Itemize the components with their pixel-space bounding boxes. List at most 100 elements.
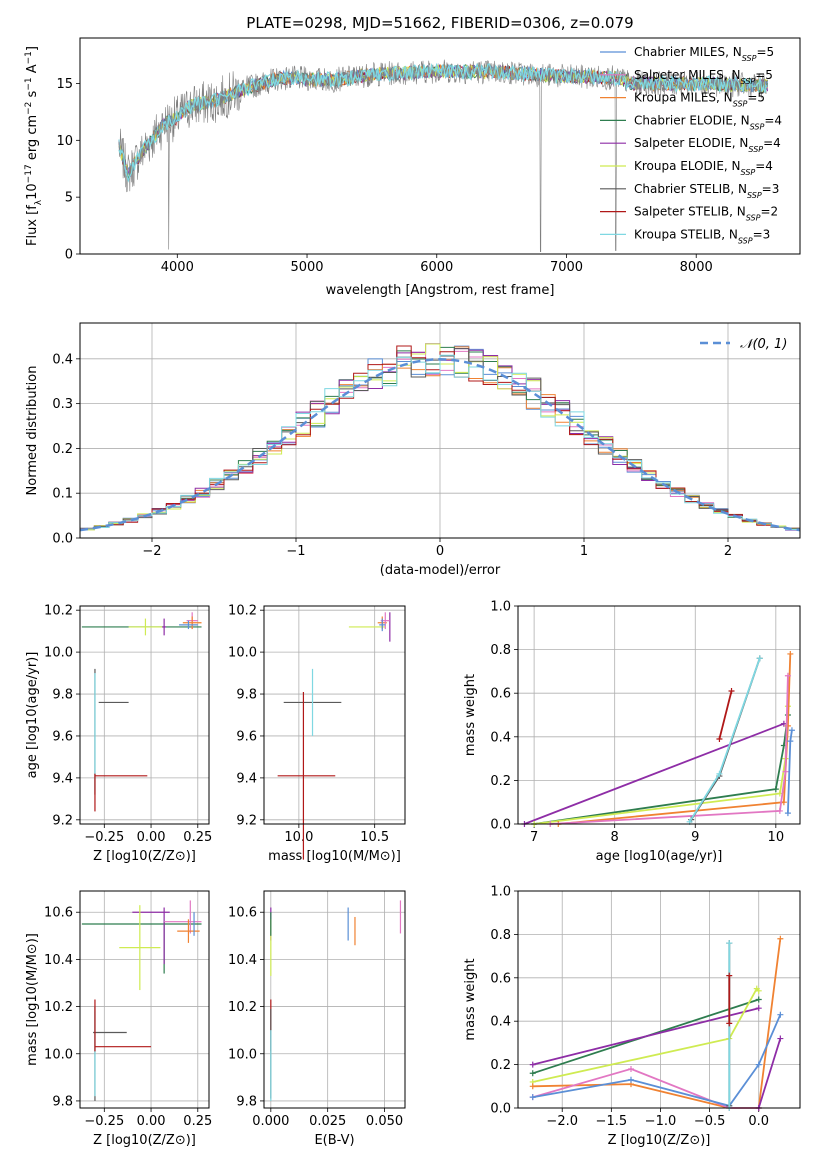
weight-marker xyxy=(627,1065,634,1072)
x-tick-label: 7000 xyxy=(550,260,583,275)
y-tick-label: 10.4 xyxy=(228,953,257,968)
y-tick-label: 9.4 xyxy=(52,771,73,786)
x-tick-label: −1 xyxy=(286,544,305,559)
weight-marker xyxy=(784,810,791,817)
y-tick-label: 10 xyxy=(56,134,73,149)
weight-marker xyxy=(756,655,763,662)
weight-marker xyxy=(787,738,794,745)
y-tick-label: 0.2 xyxy=(52,442,73,457)
legend-label: Kroupa STELIB, NSSP=3 xyxy=(634,227,770,245)
y-axis-label: age [log10(age/yr)] xyxy=(25,652,40,779)
legend-label: Kroupa MILES, NSSP=5 xyxy=(634,91,765,109)
figure-title: PLATE=0298, MJD=51662, FIBERID=0306, z=0… xyxy=(246,14,633,32)
x-tick-label: 0.00 xyxy=(137,1114,166,1129)
y-tick-label: 0.0 xyxy=(490,818,511,833)
x-axis-label: wavelength [Angstrom, rest frame] xyxy=(326,283,555,298)
spectrum-panel: 4000 5000 6000 7000 8000 0 5 10 15 Chabrier MILES… xyxy=(24,37,801,298)
x-tick-label: 0 xyxy=(436,544,444,559)
y-tick-label: 9.6 xyxy=(52,729,73,744)
x-tick-label: 8000 xyxy=(680,260,713,275)
x-tick-label: 5000 xyxy=(290,260,323,275)
weight-marker xyxy=(529,1070,536,1077)
y-tick-label: 10.2 xyxy=(44,1000,73,1015)
x-tick-label: 8 xyxy=(611,830,619,845)
weight-marker xyxy=(776,807,783,814)
plot-frame xyxy=(79,605,210,825)
plot-frame xyxy=(79,890,210,1109)
y-tick-label: 0.6 xyxy=(490,971,511,986)
y-axis-label: mass [log10(M/M⊙)] xyxy=(25,933,40,1066)
weight-marker xyxy=(529,1094,536,1101)
weight-line xyxy=(532,987,760,1083)
weight-marker xyxy=(784,672,791,679)
y-tick-label: 1.0 xyxy=(490,885,511,900)
legend-label: Salpeter ELODIE, NSSP=4 xyxy=(634,136,781,154)
y-axis-label: Flux [fλ10−17 erg cm−2 s−1 A−1] xyxy=(24,46,44,246)
y-tick-label: 0.1 xyxy=(52,487,73,502)
plot-frame xyxy=(79,322,801,539)
weight-line xyxy=(757,1038,782,1109)
x-tick-label: 9 xyxy=(691,830,699,845)
y-tick-label: 10.6 xyxy=(228,906,257,921)
weight-marker xyxy=(788,727,795,734)
y-tick-label: 10.0 xyxy=(44,1047,73,1062)
x-tick-label: 0.025 xyxy=(309,1114,346,1129)
weight-marker xyxy=(726,940,733,947)
age-vs-Z-panel: −0.25 0.00 0.25 9.2 9.4 9.6 9.8 10.0 10.2 Z [log1… xyxy=(25,604,212,864)
y-tick-label: 0.2 xyxy=(490,1058,511,1073)
y-axis-label: mass weight xyxy=(463,958,478,1040)
legend-label: 𝒩(0, 1) xyxy=(740,337,787,352)
y-tick-label: 9.2 xyxy=(236,813,257,828)
x-tick-label: 4000 xyxy=(161,260,194,275)
legend-label: Kroupa ELODIE, NSSP=4 xyxy=(634,159,773,177)
age-vs-mass-panel: 10.0 10.5 9.2 9.4 9.6 9.8 10.0 10.2 mass [log10(… xyxy=(228,604,406,864)
normal-curve xyxy=(79,358,801,532)
x-tick-label: 10.0 xyxy=(284,830,313,845)
y-tick-label: 0.0 xyxy=(490,1102,511,1117)
y-tick-label: 9.4 xyxy=(236,771,257,786)
y-tick-label: 9.8 xyxy=(52,688,73,703)
mass-vs-Z-panel: −0.25 0.00 0.25 9.8 10.0 10.2 10.4 10.6 Z [log10… xyxy=(25,890,212,1148)
x-tick-label: −0.25 xyxy=(84,830,124,845)
weight-marker xyxy=(627,1076,634,1083)
x-tick-label: 7 xyxy=(530,830,538,845)
y-tick-label: 10.4 xyxy=(44,953,73,968)
weight-line xyxy=(532,938,782,1109)
weight-line xyxy=(690,658,761,821)
x-axis-label: E(B-V) xyxy=(314,1133,354,1148)
x-tick-label: 10.5 xyxy=(360,830,389,845)
weight-marker xyxy=(726,1020,733,1027)
plot-frame xyxy=(263,605,406,825)
plot-frame xyxy=(79,37,801,255)
y-tick-label: 0.3 xyxy=(52,397,73,412)
y-axis-label: mass weight xyxy=(463,674,478,756)
y-tick-label: 0 xyxy=(65,248,73,263)
weight-marker xyxy=(782,768,789,775)
weight-marker xyxy=(529,1061,536,1068)
weight-marker xyxy=(716,770,723,777)
weight-marker xyxy=(777,935,784,942)
y-tick-label: 9.2 xyxy=(52,813,73,828)
x-tick-label: 0.25 xyxy=(183,830,212,845)
weight-line xyxy=(550,675,789,825)
x-axis-label: Z [log10(Z/Z⊙)] xyxy=(93,1133,196,1148)
weight-marker xyxy=(777,1035,784,1042)
y-tick-label: 0.2 xyxy=(490,774,511,789)
mass-weight-vs-Z-panel: −2.0 −1.5 −1.0 −0.5 0.0 0.0 0.2 0.4 0.6 0.8 1.0 Z [… xyxy=(463,885,801,1148)
x-tick-label: 0.25 xyxy=(183,1114,212,1129)
x-tick-label: 0.0 xyxy=(748,1114,769,1129)
x-tick-label: −2 xyxy=(142,544,161,559)
y-axis-label: Normed distribution xyxy=(25,366,40,496)
weight-marker xyxy=(755,1061,762,1068)
y-tick-label: 9.8 xyxy=(52,1094,73,1109)
x-tick-label: −1.5 xyxy=(596,1114,628,1129)
x-tick-label: 1 xyxy=(580,544,588,559)
mass-vs-ebv-panel: 0.000 0.025 0.050 9.8 10.0 10.2 10.4 10.6 E(B-V) xyxy=(228,890,406,1148)
y-tick-label: 10.2 xyxy=(228,1000,257,1015)
y-tick-label: 10.0 xyxy=(228,1047,257,1062)
observed-spectrum-line xyxy=(118,59,768,252)
weight-marker xyxy=(728,688,735,695)
x-tick-label: 0.000 xyxy=(252,1114,289,1129)
